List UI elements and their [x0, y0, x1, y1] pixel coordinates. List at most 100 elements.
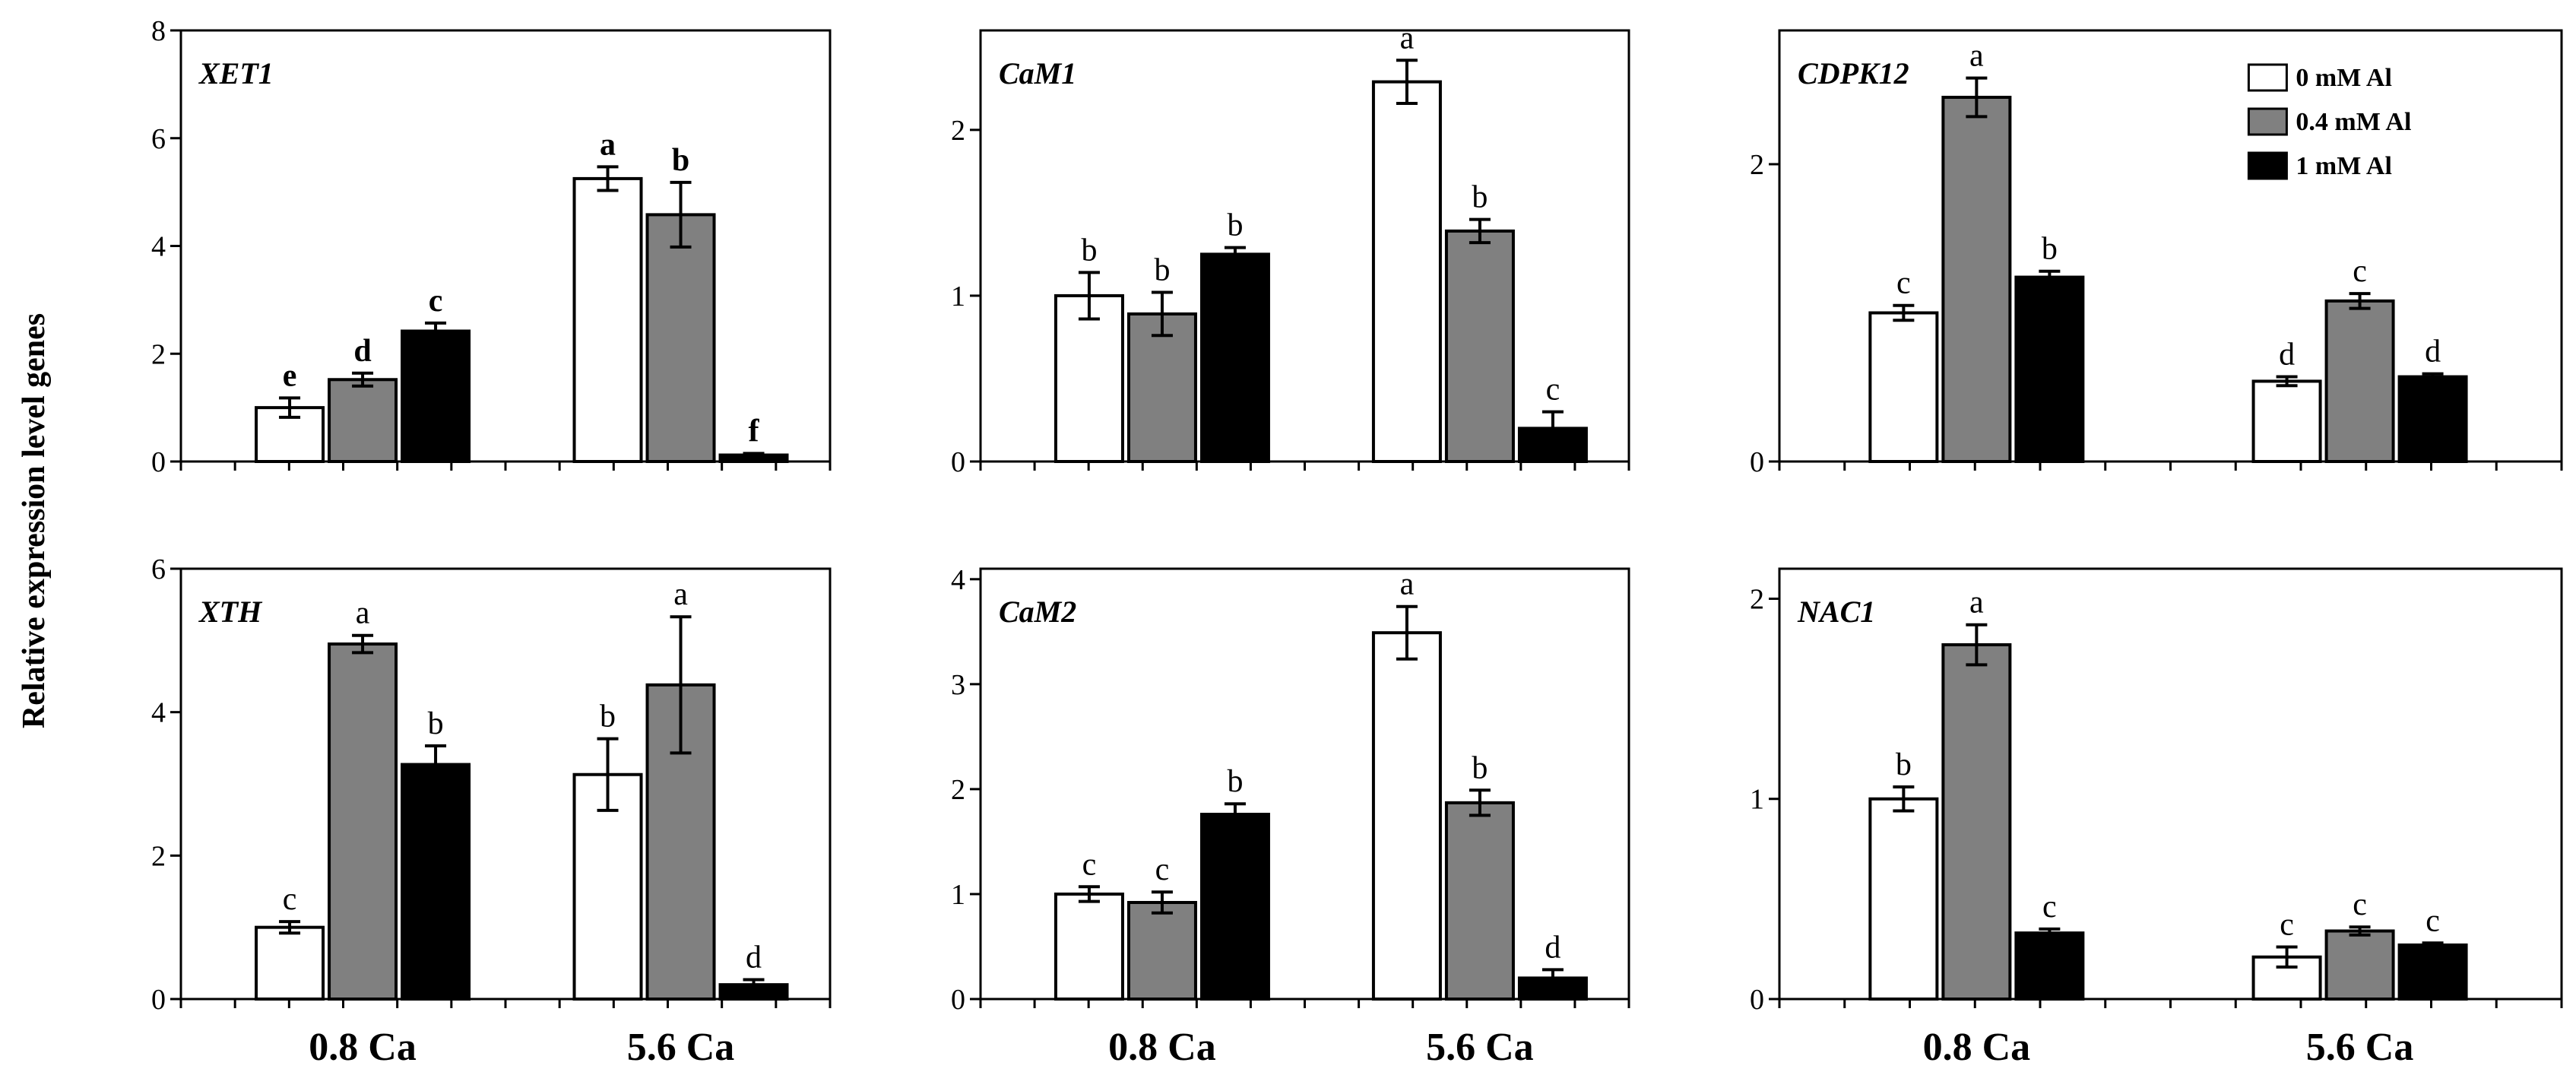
significance-letter: b: [428, 706, 444, 741]
category-label: 0.8 Ca: [1108, 1026, 1216, 1069]
gene-label: CaM2: [999, 595, 1076, 629]
significance-letter: a: [1969, 39, 1984, 74]
gene-label: XTH: [198, 595, 263, 629]
significance-letter: b: [1472, 180, 1488, 215]
y-tick-label: 2: [1750, 149, 1764, 181]
bar: [1371, 80, 1442, 463]
gene-label: XET1: [198, 56, 274, 90]
category-label: 5.6 Ca: [2306, 1026, 2414, 1069]
panel-cam1: 0 1 2 CaM1 b b b a b c: [951, 21, 1630, 478]
bar: [1444, 229, 1515, 463]
y-tick-label: 0: [951, 446, 965, 478]
panel-xet1: 0 2 4 6 8 XET1 e d c a b f: [151, 15, 832, 478]
y-tick-label: 6: [151, 123, 166, 155]
bar: [2397, 375, 2468, 463]
gene-label: NAC1: [1797, 595, 1875, 629]
panel-xth: 0 2 4 6 XTH c a b 0.8 Ca b a d 5.6 Ca: [151, 554, 832, 1069]
significance-letter: d: [353, 334, 371, 369]
significance-letter: c: [2042, 890, 2057, 925]
y-tick-label: 2: [951, 774, 965, 806]
bar: [1126, 900, 1197, 1001]
y-tick-label: 2: [951, 115, 965, 147]
significance-letter: a: [673, 577, 688, 612]
significance-letter: c: [429, 284, 443, 319]
y-tick-label: 0: [951, 984, 965, 1016]
y-tick-label: 4: [951, 564, 965, 596]
significance-letter: b: [672, 143, 689, 178]
significance-letter: c: [283, 882, 297, 917]
significance-letter: c: [2353, 887, 2367, 922]
y-tick-label: 8: [151, 15, 166, 47]
significance-letter: b: [2042, 232, 2058, 267]
y-tick-label: 0: [151, 446, 166, 478]
bar: [1868, 797, 1939, 1001]
category-label: 0.8 Ca: [309, 1026, 417, 1069]
bar: [1444, 801, 1515, 1001]
significance-letter: c: [2425, 903, 2440, 938]
y-tick-label: 4: [151, 697, 166, 729]
significance-letter: a: [1969, 585, 1984, 620]
significance-letter: d: [2279, 338, 2295, 373]
y-axis-label: Relative expression level genes: [17, 313, 52, 728]
significance-letter: c: [1896, 266, 1911, 301]
y-tick-label: 1: [951, 879, 965, 911]
y-tick-label: 1: [1750, 784, 1764, 816]
significance-letter: c: [1155, 852, 1170, 887]
significance-letter: b: [1227, 764, 1243, 799]
y-tick-label: 0: [1750, 984, 1764, 1016]
bar: [2014, 931, 2085, 1001]
bar: [401, 763, 471, 1001]
significance-letter: a: [1400, 567, 1415, 602]
significance-letter: b: [1896, 747, 1912, 782]
bar: [1199, 252, 1270, 463]
y-tick-label: 2: [151, 338, 166, 370]
bar: [645, 213, 716, 463]
bar: [1868, 311, 1939, 463]
significance-letter: f: [749, 414, 760, 449]
gene-label: CDPK12: [1798, 56, 1909, 90]
significance-letter: b: [1081, 233, 1097, 268]
panel-cdpk12: 0 2 CDPK12 c a b d c d 0 mM Al 0.4 mM Al 1 mM Al: [1750, 29, 2563, 478]
significance-letter: b: [600, 699, 616, 734]
category-label: 5.6 Ca: [1426, 1026, 1534, 1069]
significance-letter: a: [1400, 21, 1415, 56]
y-tick-label: 3: [951, 669, 965, 701]
significance-letter: a: [356, 596, 370, 631]
y-tick-label: 0: [151, 984, 166, 1016]
bar: [328, 378, 398, 463]
significance-letter: b: [1154, 253, 1170, 288]
legend-swatch: [2247, 151, 2288, 180]
bar: [2324, 929, 2395, 1001]
y-tick-label: 0: [1750, 446, 1764, 478]
bar: [572, 176, 643, 463]
legend-label: 0 mM Al: [2296, 64, 2392, 92]
bar: [255, 925, 325, 1001]
bar: [2014, 275, 2085, 463]
significance-letter: c: [2353, 254, 2367, 289]
gene-label: CaM1: [999, 56, 1076, 90]
y-tick-label: 2: [1750, 583, 1764, 615]
panel-nac1: 0 1 2 NAC1 b a c 0.8 Ca c c c 5.6 Ca: [1750, 567, 2563, 1069]
bar: [1371, 631, 1442, 1001]
significance-letter: a: [600, 127, 616, 162]
significance-letter: c: [1546, 373, 1560, 408]
panel-cam2: 0 1 2 3 4 CaM2 c c b 0.8 Ca a b d 5.6 Ca: [951, 564, 1630, 1069]
bar: [1941, 643, 2012, 1001]
legend-label: 0.4 mM Al: [2296, 108, 2411, 136]
legend-label: 1 mM Al: [2296, 152, 2392, 180]
y-tick-label: 4: [151, 231, 166, 263]
significance-letter: c: [2280, 908, 2294, 943]
significance-letter: b: [1472, 750, 1488, 785]
bar: [572, 772, 643, 1001]
significance-letter: d: [2425, 335, 2441, 370]
legend-swatch: [2247, 63, 2288, 92]
bar: [2397, 943, 2468, 1001]
category-label: 5.6 Ca: [627, 1026, 735, 1069]
y-tick-label: 1: [951, 281, 965, 312]
bar: [2251, 379, 2322, 463]
significance-letter: d: [1545, 930, 1560, 965]
bar: [1054, 892, 1124, 1001]
significance-letter: c: [1082, 847, 1097, 882]
